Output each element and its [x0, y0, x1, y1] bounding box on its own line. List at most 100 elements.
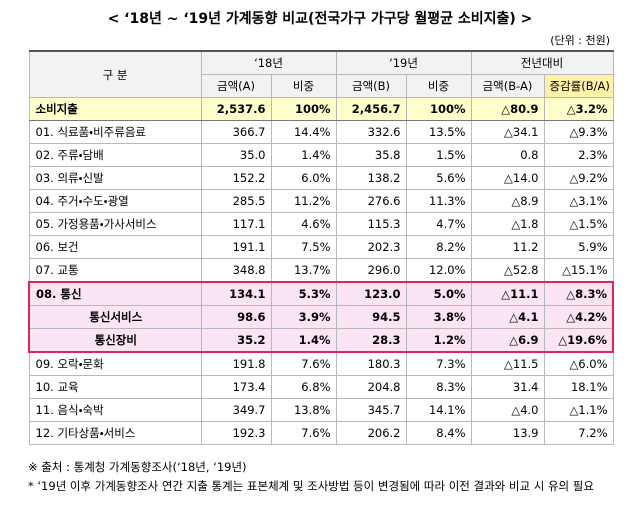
value-cell: 3.9%	[270, 305, 337, 329]
value-cell: 202.3	[335, 235, 407, 259]
header-cell: 비중	[405, 74, 472, 98]
table-row: 11. 음식・숙박 349.7 13.8% 345.7 14.1% △4.0 △1.1%	[28, 398, 614, 422]
header-cell: 증감률(B/A)	[543, 74, 614, 98]
value-cell: 35.8	[335, 143, 407, 167]
value-cell: 206.2	[335, 421, 407, 445]
value-cell: △1.5%	[543, 212, 614, 236]
table-body: 소비지출 2,537.6 100% 2,456.7 100% △80.9 △3.2% 01. …	[28, 97, 615, 445]
value-cell: 349.7	[200, 398, 272, 422]
row-label: 02. 주류・담배	[28, 143, 202, 167]
value-cell: 35.0	[200, 143, 272, 167]
value-cell: 2.3%	[543, 143, 614, 167]
value-cell: 13.8%	[270, 398, 337, 422]
value-cell: △6.0%	[543, 351, 614, 376]
table-row: 12. 기타상품・서비스 192.3 7.6% 206.2 8.4% 13.9 7.2%	[28, 421, 614, 445]
table-row: 통신장비 35.2 1.4% 28.3 1.2% △6.9 △19.6%	[28, 328, 615, 353]
note: ※ 출처 : 통계청 가계동향조사(‘18년, ‘19년)	[28, 460, 247, 474]
value-cell: 348.8	[200, 258, 272, 283]
value-cell: △3.1%	[543, 189, 614, 213]
value-cell: 192.3	[200, 421, 272, 445]
value-cell: 4.6%	[270, 212, 337, 236]
table-row: 09. 오락・문화 191.8 7.6% 180.3 7.3% △11.5 △6.0%	[28, 351, 614, 376]
note: * ‘19년 이후 가계동향조사 연간 지출 통계는 표본체계 및 조사방법 등…	[28, 479, 594, 493]
value-cell: 7.6%	[270, 421, 337, 445]
row-label: 11. 음식・숙박	[28, 398, 202, 422]
value-cell: 138.2	[335, 166, 407, 190]
value-cell: 13.9	[470, 421, 545, 445]
row-label: 03. 의류・신발	[28, 166, 202, 190]
table-row: 04. 주거・수도・광열 285.5 11.2% 276.6 11.3% △8.9 △3.1…	[28, 189, 614, 213]
row-label: 소비지출	[28, 97, 202, 121]
value-cell: 173.4	[200, 375, 272, 399]
table-row: 소비지출 2,537.6 100% 2,456.7 100% △80.9 △3.2%	[28, 97, 614, 121]
value-cell: △4.2%	[543, 305, 615, 329]
value-cell: △9.3%	[543, 120, 614, 144]
header-cell: 금액(B)	[335, 74, 407, 98]
header-row: 금액(A) 비중 금액(B) 비중 금액(B-A) 증감률(B/A)	[29, 74, 614, 98]
value-cell: 7.6%	[270, 351, 337, 376]
value-cell: 3.8%	[405, 305, 472, 329]
value-cell: 5.3%	[270, 281, 337, 306]
title: < ‘18년 ~ ‘19년 가계동향 비교(전국가구 가구당 월평균 소비지출)…	[107, 11, 533, 27]
value-cell: 13.7%	[270, 258, 337, 283]
value-cell: 6.0%	[270, 166, 337, 190]
value-cell: △4.0	[470, 398, 545, 422]
value-cell: △6.9	[470, 328, 545, 353]
row-label: 04. 주거・수도・광열	[28, 189, 202, 213]
value-cell: 180.3	[335, 351, 407, 376]
value-cell: 134.1	[200, 281, 272, 306]
value-cell: 332.6	[335, 120, 407, 144]
value-cell: 11.2	[470, 235, 545, 259]
value-cell: 28.3	[335, 328, 407, 353]
header-cell: 비중	[270, 74, 337, 98]
value-cell: 13.5%	[405, 120, 472, 144]
table-header: 구 분 ‘18년 ‘19년 전년대비 금액(A) 비중 금액(B) 비중 금액(…	[28, 50, 614, 98]
value-cell: △52.8	[470, 258, 545, 283]
value-cell: 14.4%	[270, 120, 337, 144]
table-row: 02. 주류・담배 35.0 1.4% 35.8 1.5% 0.8 2.3%	[28, 143, 614, 167]
header-row: 구 분 ‘18년 ‘19년 전년대비	[28, 50, 614, 98]
value-cell: 14.1%	[405, 398, 472, 422]
header-cell: 금액(B-A)	[470, 74, 545, 98]
value-cell: △8.3%	[543, 281, 615, 306]
value-cell: 345.7	[335, 398, 407, 422]
value-cell: 5.0%	[405, 281, 472, 306]
table-row: 03. 의류・신발 152.2 6.0% 138.2 5.6% △14.0 △9.2%	[28, 166, 614, 190]
comparison-table: 구 분 ‘18년 ‘19년 전년대비 금액(A) 비중 금액(B) 비중 금액(…	[28, 50, 615, 445]
value-cell: 7.3%	[405, 351, 472, 376]
table-row: 01. 식료품・비주류음료 366.7 14.4% 332.6 13.5% △34.1 △9…	[28, 120, 614, 144]
value-cell: 8.3%	[405, 375, 472, 399]
value-cell: △8.9	[470, 189, 545, 213]
value-cell: △15.1%	[543, 258, 614, 283]
value-cell: 366.7	[200, 120, 272, 144]
value-cell: 5.6%	[405, 166, 472, 190]
value-cell: 8.2%	[405, 235, 472, 259]
value-cell: 1.5%	[405, 143, 472, 167]
value-cell: 31.4	[470, 375, 545, 399]
value-cell: 152.2	[200, 166, 272, 190]
value-cell: 11.3%	[405, 189, 472, 213]
value-cell: 18.1%	[543, 375, 614, 399]
row-label: 10. 교육	[28, 375, 202, 399]
value-cell: 117.1	[200, 212, 272, 236]
table-row: 08. 통신 134.1 5.3% 123.0 5.0% △11.1 △8.3%	[28, 281, 615, 306]
value-cell: △1.8	[470, 212, 545, 236]
value-cell: △1.1%	[543, 398, 614, 422]
value-cell: 98.6	[200, 305, 272, 329]
value-cell: 115.3	[335, 212, 407, 236]
value-cell: 2,537.6	[200, 97, 272, 121]
value-cell: △34.1	[470, 120, 545, 144]
value-cell: 191.1	[200, 235, 272, 259]
value-cell: 94.5	[335, 305, 407, 329]
table-row: 07. 교통 348.8 13.7% 296.0 12.0% △52.8 △15.1%	[28, 258, 614, 283]
value-cell: 35.2	[200, 328, 272, 353]
row-label: 통신서비스	[28, 305, 202, 329]
value-cell: 6.8%	[270, 375, 337, 399]
table-row: 06. 보건 191.1 7.5% 202.3 8.2% 11.2 5.9%	[28, 235, 614, 259]
value-cell: 100%	[270, 97, 337, 121]
value-cell: 276.6	[335, 189, 407, 213]
value-cell: 12.0%	[405, 258, 472, 283]
row-label: 12. 기타상품・서비스	[28, 421, 202, 445]
header-cell: ‘19년	[335, 50, 472, 75]
